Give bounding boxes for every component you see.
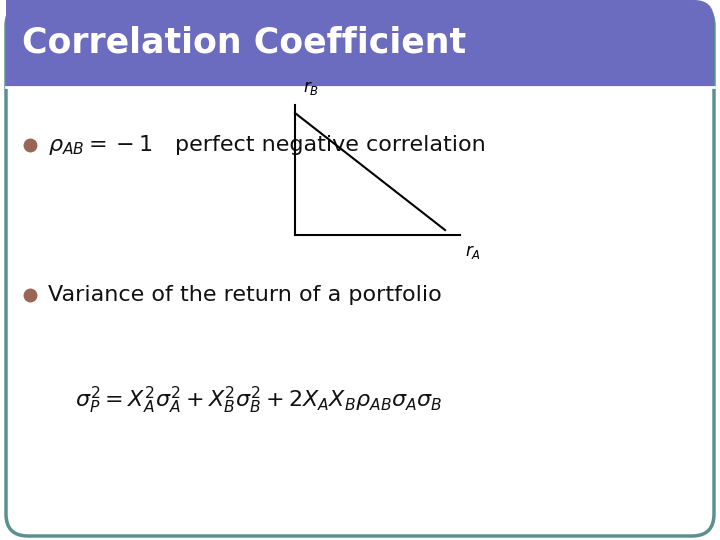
- Bar: [6, 66, 714, 88]
- Text: $r_B$: $r_B$: [303, 79, 319, 97]
- Bar: [6, 0, 28, 88]
- Text: $\rho_{AB}=-1$: $\rho_{AB}=-1$: [48, 133, 153, 157]
- Text: $\sigma_P^2 = X_A^2\sigma_A^2 + X_B^2\sigma_B^2 + 2X_A X_B \rho_{AB}\sigma_A\sig: $\sigma_P^2 = X_A^2\sigma_A^2 + X_B^2\si…: [75, 384, 443, 416]
- FancyBboxPatch shape: [6, 0, 714, 88]
- Text: Correlation Coefficient: Correlation Coefficient: [22, 25, 466, 59]
- Text: perfect negative correlation: perfect negative correlation: [175, 135, 486, 155]
- Text: Variance of the return of a portfolio: Variance of the return of a portfolio: [48, 285, 442, 305]
- Text: $r_A$: $r_A$: [465, 243, 481, 261]
- FancyBboxPatch shape: [6, 4, 714, 536]
